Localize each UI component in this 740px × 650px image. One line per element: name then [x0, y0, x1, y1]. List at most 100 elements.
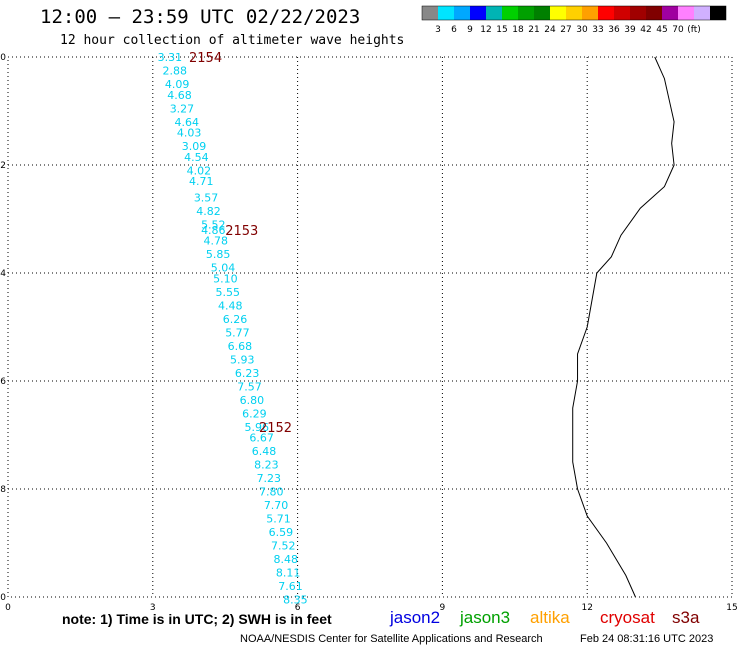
- y-tick-label: -14: [0, 269, 6, 279]
- footer-note: note: 1) Time is in UTC; 2) SWH is in fe…: [62, 611, 332, 627]
- wave-height-label: 4.03: [177, 127, 202, 140]
- colorbar-swatch: [422, 6, 438, 20]
- y-tick-label: -12: [0, 161, 6, 171]
- wave-height-label: 5.85: [206, 248, 231, 261]
- colorbar-swatch: [662, 6, 678, 20]
- colorbar-swatch: [630, 6, 646, 20]
- colorbar-swatch: [454, 6, 470, 20]
- wave-height-label: 6.59: [269, 526, 294, 539]
- wave-height-label: 7.61: [278, 580, 303, 593]
- wave-height-label: 4.09: [165, 78, 190, 91]
- wave-height-label: 5.10: [213, 272, 238, 285]
- colorbar-swatch: [518, 6, 534, 20]
- wave-height-label: 5.52: [201, 218, 226, 231]
- legend-s3a: s3a: [672, 608, 700, 627]
- wave-height-label: 5.04: [211, 262, 236, 275]
- colorbar-frame: [421, 5, 727, 21]
- legend-jason3: jason3: [460, 608, 511, 627]
- time-marker-label: 2153: [225, 224, 258, 239]
- colorbar-swatch: [694, 6, 710, 20]
- wave-height-label: 4.02: [187, 164, 212, 177]
- wave-height-label: 4.86: [201, 224, 226, 237]
- wave-height-label: 5.93: [230, 353, 255, 366]
- colorbar-label: 18: [512, 25, 524, 35]
- wave-height-label: 2.88: [162, 65, 187, 78]
- y-tick-label: -16: [0, 377, 6, 387]
- colorbar-label: 3: [435, 25, 441, 35]
- colorbar-swatch: [678, 6, 694, 20]
- colorbar-label: 15: [496, 25, 507, 35]
- colorbar-swatch: [582, 6, 598, 20]
- wave-height-label: 7.80: [259, 486, 284, 499]
- colorbar-label: 27: [560, 25, 571, 35]
- wave-height-label: 8.23: [254, 459, 279, 472]
- time-marker-label: 2154: [189, 51, 222, 66]
- colorbar-label: 42: [640, 25, 651, 35]
- colorbar-label: 36: [608, 25, 620, 35]
- colorbar-label: 30: [576, 25, 588, 35]
- wave-height-label: 5.96: [245, 421, 269, 434]
- wave-height-label: 4.78: [203, 235, 228, 248]
- colorbar-swatch: [598, 6, 614, 20]
- time-marker-label: 2152: [259, 421, 292, 436]
- x-tick-label: 12: [581, 603, 592, 613]
- colorbar-swatch: [486, 6, 502, 20]
- wave-height-label: 5.71: [266, 513, 291, 526]
- map-subtitle: 12 hour collection of altimeter wave hei…: [60, 33, 405, 48]
- wave-height-label: 4.71: [189, 175, 214, 188]
- legend-jason2: jason2: [390, 608, 441, 627]
- colorbar-label: 6: [451, 25, 457, 35]
- wave-height-label: 3.31: [158, 51, 183, 64]
- wave-height-label: 6.48: [252, 445, 277, 458]
- y-tick-label: -20: [0, 593, 6, 603]
- map-title: 12:00 – 23:59 UTC 02/22/2023: [40, 6, 361, 28]
- colorbar-swatch: [646, 6, 662, 20]
- wave-height-label: 8.11: [276, 567, 301, 580]
- colorbar-label: 21: [528, 25, 539, 35]
- colorbar-swatch: [502, 6, 518, 20]
- wave-height-label: 4.54: [184, 151, 209, 164]
- wave-height-label: 4.68: [167, 89, 192, 102]
- colorbar-label: 70: [672, 25, 684, 35]
- wave-height-label: 4.82: [196, 205, 221, 218]
- colorbar-label: (ft): [687, 25, 701, 35]
- legend-cryosat: cryosat: [600, 608, 655, 627]
- colorbar-swatch: [550, 6, 566, 20]
- wave-height-label: 6.67: [249, 432, 273, 445]
- credit-text: NOAA/NESDIS Center for Satellite Applica…: [240, 633, 543, 645]
- wave-height-label: 6.26: [223, 313, 248, 326]
- x-tick-label: 0: [5, 603, 11, 613]
- colorbar-swatch: [438, 6, 454, 20]
- x-tick-label: 15: [726, 603, 737, 613]
- wave-height-label: 7.52: [271, 540, 296, 553]
- x-tick-label: 3: [150, 603, 156, 613]
- y-tick-label: -18: [0, 485, 6, 495]
- wave-height-label: 6.23: [235, 367, 260, 380]
- wave-height-label: 5.77: [225, 326, 250, 339]
- colorbar-swatch: [470, 6, 486, 20]
- colorbar-swatch: [534, 6, 550, 20]
- wave-height-label: 6.80: [240, 394, 265, 407]
- colorbar-label: 33: [592, 25, 603, 35]
- wave-height-label: 3.57: [194, 191, 219, 204]
- wave-height-label: 6.68: [228, 340, 253, 353]
- x-tick-label: 6: [295, 603, 301, 613]
- colorbar-label: 24: [544, 25, 556, 35]
- colorbar-swatch: [566, 6, 582, 20]
- wave-height-label: 8.48: [273, 553, 298, 566]
- wave-height-label: 5.55: [216, 286, 241, 299]
- colorbar-swatch: [710, 6, 726, 20]
- x-tick-label: 9: [440, 603, 446, 613]
- wave-height-label: 7.57: [237, 380, 262, 393]
- plot-frame: [7, 56, 733, 598]
- wave-height-label: 3.09: [182, 140, 207, 153]
- y-tick-label: -10: [0, 53, 6, 63]
- colorbar-label: 12: [480, 25, 491, 35]
- credit-timestamp: Feb 24 08:31:16 UTC 2023: [580, 633, 714, 645]
- wave-height-label: 8.35: [283, 594, 308, 607]
- wave-height-label: 4.64: [175, 116, 200, 129]
- wave-height-label: 3.27: [170, 102, 195, 115]
- colorbar-label: 39: [624, 25, 636, 35]
- wave-height-label: 6.29: [242, 407, 266, 420]
